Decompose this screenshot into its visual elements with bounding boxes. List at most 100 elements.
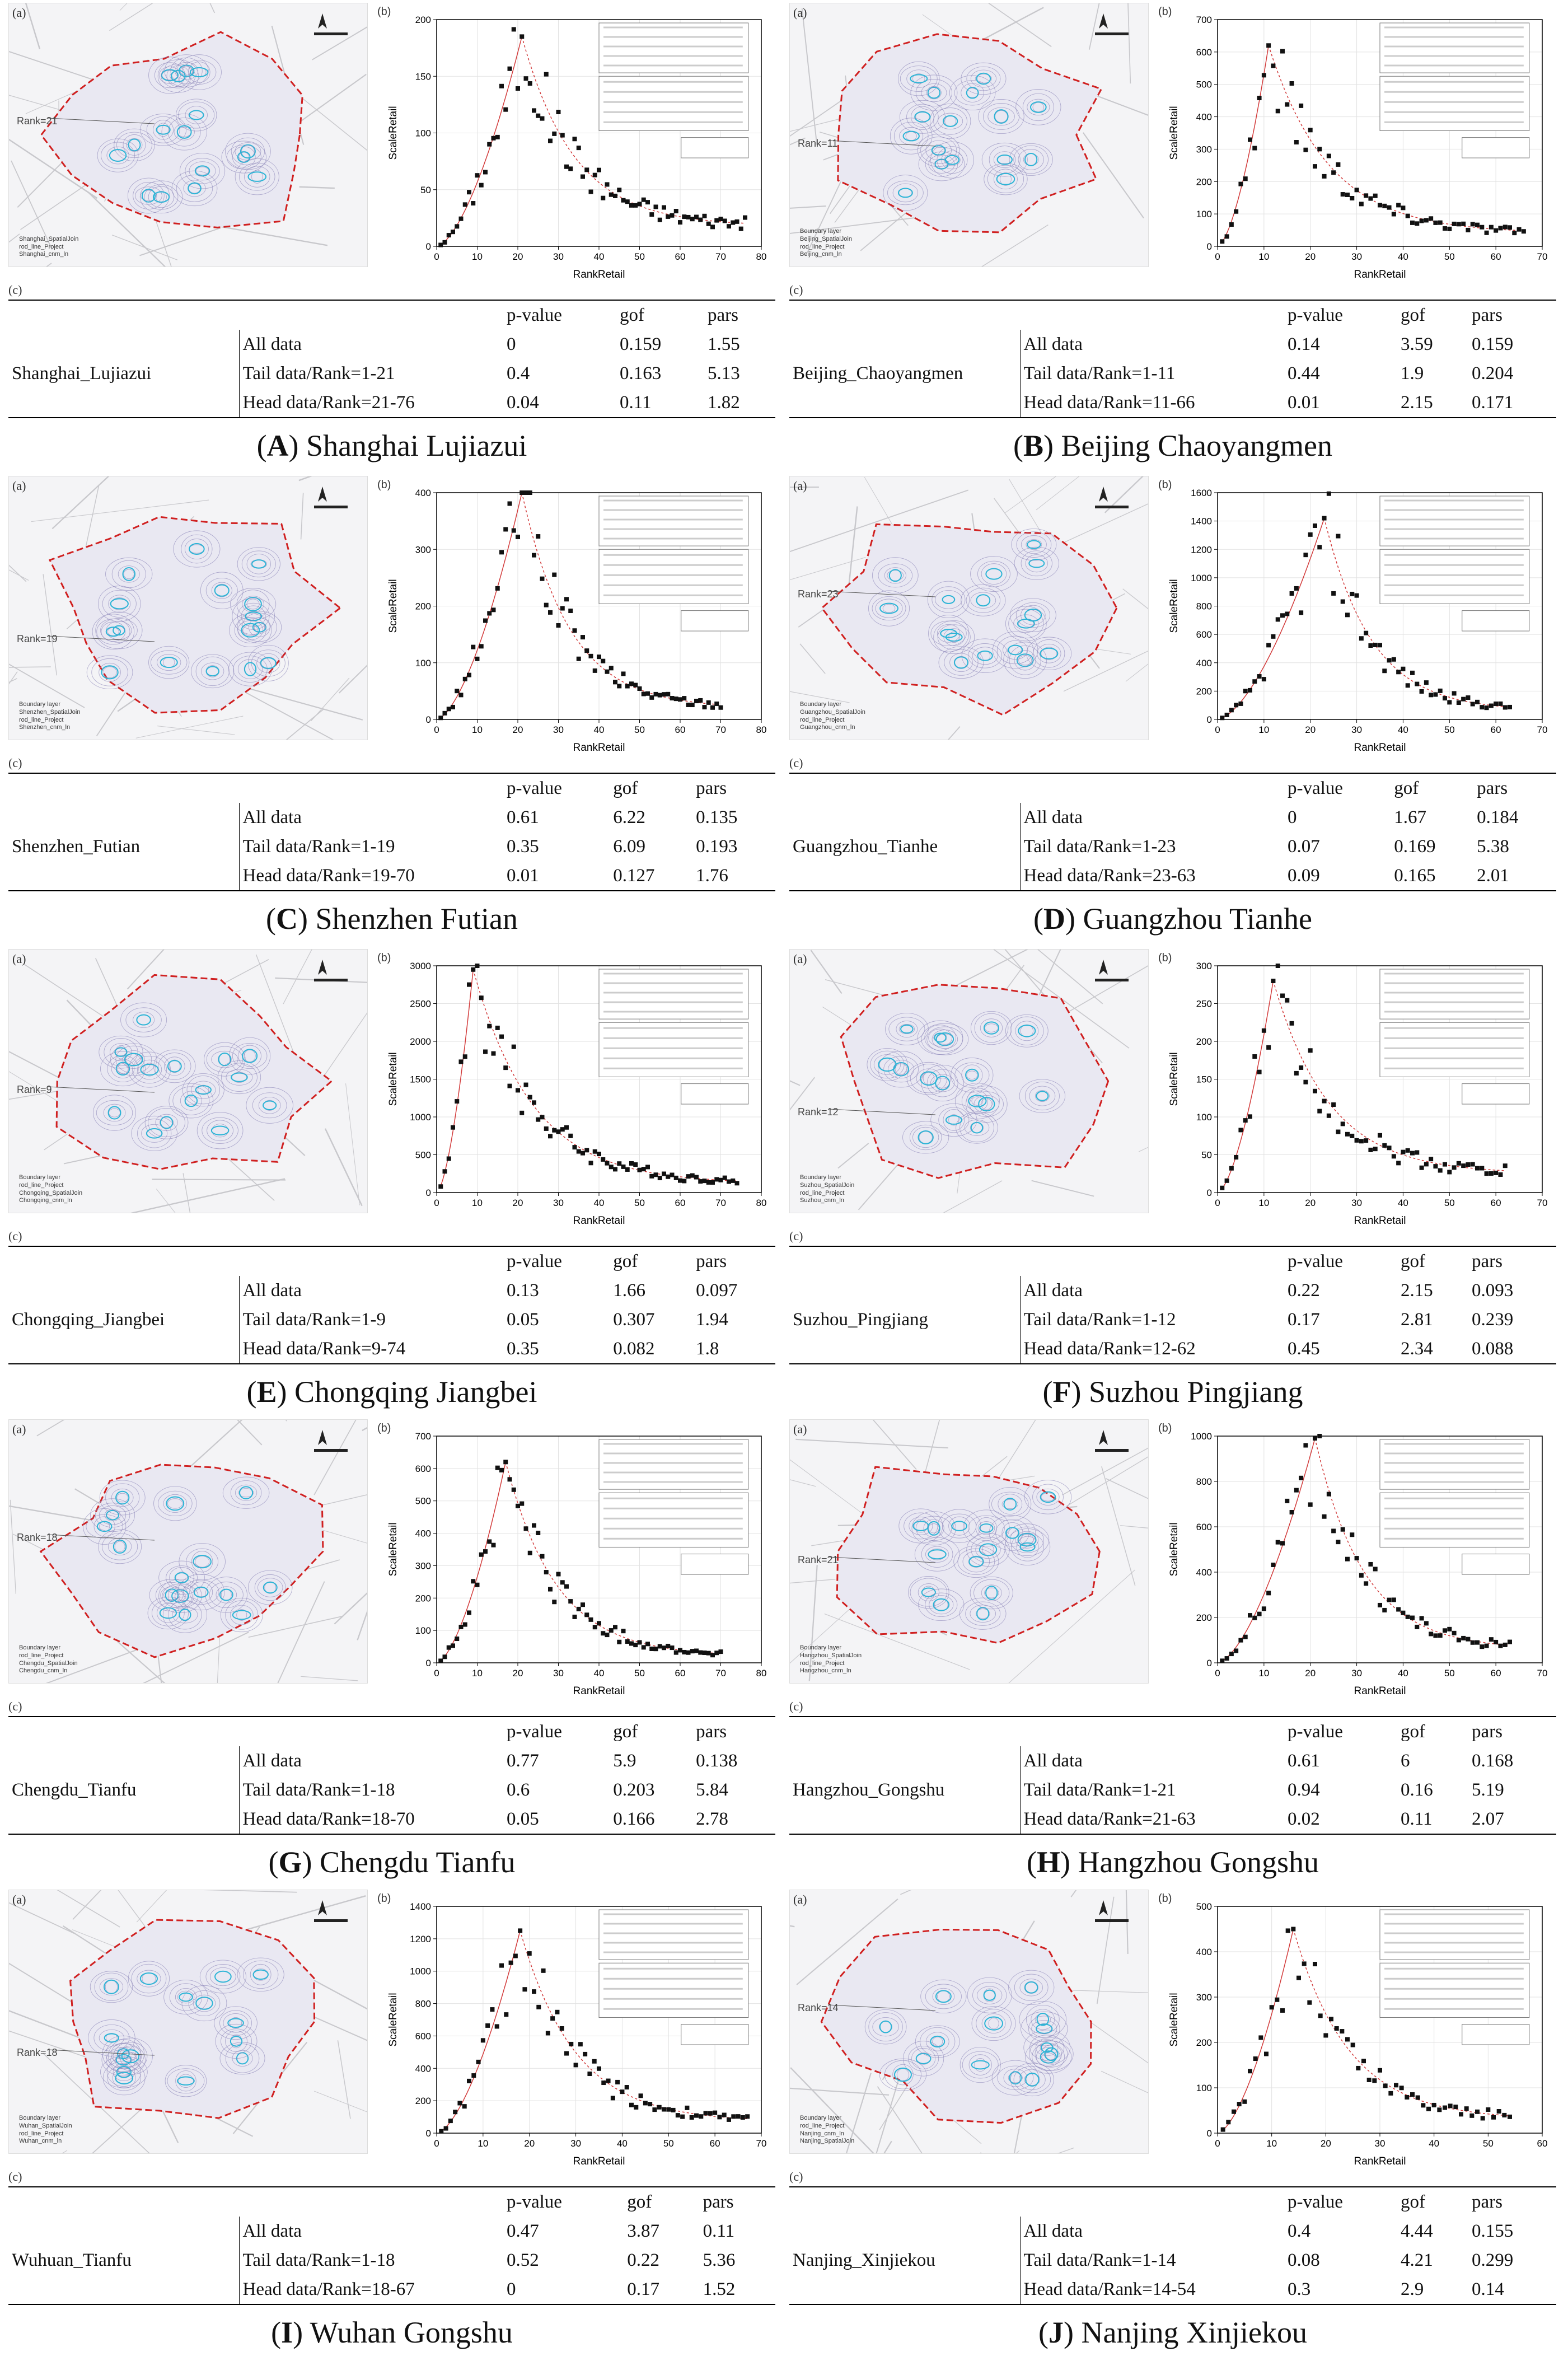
data-point xyxy=(719,705,723,710)
data-point xyxy=(1313,164,1317,169)
data-point xyxy=(503,1460,508,1464)
linear-fit-line xyxy=(1223,1929,1294,2130)
table-header-pars: pars xyxy=(692,773,775,803)
table-row-label: All data xyxy=(1020,330,1284,359)
data-point xyxy=(1424,1621,1429,1625)
table-cell-gof: 1.67 xyxy=(1391,803,1473,832)
data-point xyxy=(1280,2008,1285,2013)
data-point xyxy=(540,577,545,581)
data-point xyxy=(573,1145,577,1149)
data-point xyxy=(568,1134,573,1138)
x-tick-label: 70 xyxy=(715,1668,726,1679)
data-point xyxy=(633,203,638,208)
x-tick-label: 60 xyxy=(1491,1668,1501,1679)
data-point xyxy=(1317,545,1322,549)
data-point xyxy=(674,696,678,701)
data-point xyxy=(503,527,508,531)
y-tick-label: 700 xyxy=(415,1431,431,1442)
scale-bar xyxy=(314,1449,348,1452)
data-point xyxy=(1508,1640,1512,1644)
y-tick-label: 800 xyxy=(1196,601,1212,612)
x-tick-label: 20 xyxy=(1305,1668,1316,1679)
subfigure-label-c: (c) xyxy=(789,756,803,770)
boundary-layer xyxy=(71,1920,315,2118)
table-cell-p: 0 xyxy=(503,330,616,359)
y-tick-label: 200 xyxy=(1196,176,1212,187)
x-tick-label: 30 xyxy=(1375,2138,1386,2149)
table-cell-p: 0.01 xyxy=(1284,388,1397,418)
subfigure-label-b: (b) xyxy=(1158,1892,1172,1905)
data-point xyxy=(1290,1510,1294,1514)
data-point xyxy=(1489,225,1494,230)
data-point xyxy=(552,573,556,577)
data-point xyxy=(1313,1962,1317,1966)
table-cell-pars: 0.184 xyxy=(1473,803,1556,832)
data-point xyxy=(503,1065,508,1070)
data-point xyxy=(540,116,545,121)
linear-fit-line xyxy=(1222,518,1324,718)
data-point xyxy=(455,1099,459,1104)
data-point xyxy=(1480,1644,1484,1649)
caption-text: Chongqing Jiangbei xyxy=(294,1375,537,1409)
table-dataset-name: Nanjing_Xinjiekou xyxy=(789,2246,1020,2275)
data-point xyxy=(584,1612,589,1617)
data-point xyxy=(652,2107,657,2112)
table-header-gof: gof xyxy=(624,2187,699,2217)
data-point xyxy=(739,227,743,231)
x-tick-label: 40 xyxy=(617,2138,628,2149)
data-point xyxy=(1299,1476,1303,1480)
table-cell-p: 0.01 xyxy=(503,861,610,891)
table-cell-pars: 1.82 xyxy=(704,388,775,418)
data-point xyxy=(1475,1640,1480,1645)
data-point xyxy=(1290,1021,1294,1026)
y-tick-label: 1000 xyxy=(1191,1431,1212,1442)
data-point xyxy=(475,964,480,968)
data-point xyxy=(512,529,516,533)
data-point xyxy=(467,1610,471,1615)
data-point xyxy=(645,691,650,696)
data-point xyxy=(1396,670,1401,674)
data-point xyxy=(1364,631,1368,635)
y-tick-label: 200 xyxy=(1196,1612,1212,1623)
x-axis-label: RankRetail xyxy=(573,1215,625,1227)
table-header-blank xyxy=(8,300,239,330)
subfigure-label-c: (c) xyxy=(8,2170,22,2184)
data-point xyxy=(1373,643,1378,647)
data-point xyxy=(581,1151,585,1156)
data-point xyxy=(1345,1557,1350,1561)
map-graphic xyxy=(790,1420,1148,1683)
x-tick-label: 80 xyxy=(756,724,767,735)
x-tick-label: 30 xyxy=(553,724,564,735)
data-point xyxy=(1491,2115,1496,2120)
subfigure-label-a: (a) xyxy=(12,1422,26,1437)
x-tick-label: 80 xyxy=(756,1668,767,1679)
data-point xyxy=(1285,1499,1289,1503)
data-point xyxy=(723,218,727,223)
data-point xyxy=(1271,634,1275,639)
data-point xyxy=(649,1174,654,1179)
data-point xyxy=(1350,1532,1354,1537)
data-point xyxy=(593,1625,597,1629)
data-point xyxy=(512,1488,516,1492)
data-point xyxy=(438,243,443,247)
data-point xyxy=(1264,2052,1269,2056)
boundary-layer xyxy=(837,1467,1099,1643)
data-point xyxy=(459,217,464,221)
data-point xyxy=(1433,1164,1438,1168)
data-point xyxy=(1443,1162,1447,1167)
table-row-label: Head data/Rank=21-63 xyxy=(1020,1804,1284,1834)
data-point xyxy=(658,693,662,698)
table-cell-p: 0.09 xyxy=(1284,861,1391,891)
map-graphic xyxy=(9,1420,367,1683)
table-cell-p: 0.52 xyxy=(503,2246,624,2275)
data-point xyxy=(1313,523,1317,528)
scale-bar xyxy=(1095,1919,1129,1922)
